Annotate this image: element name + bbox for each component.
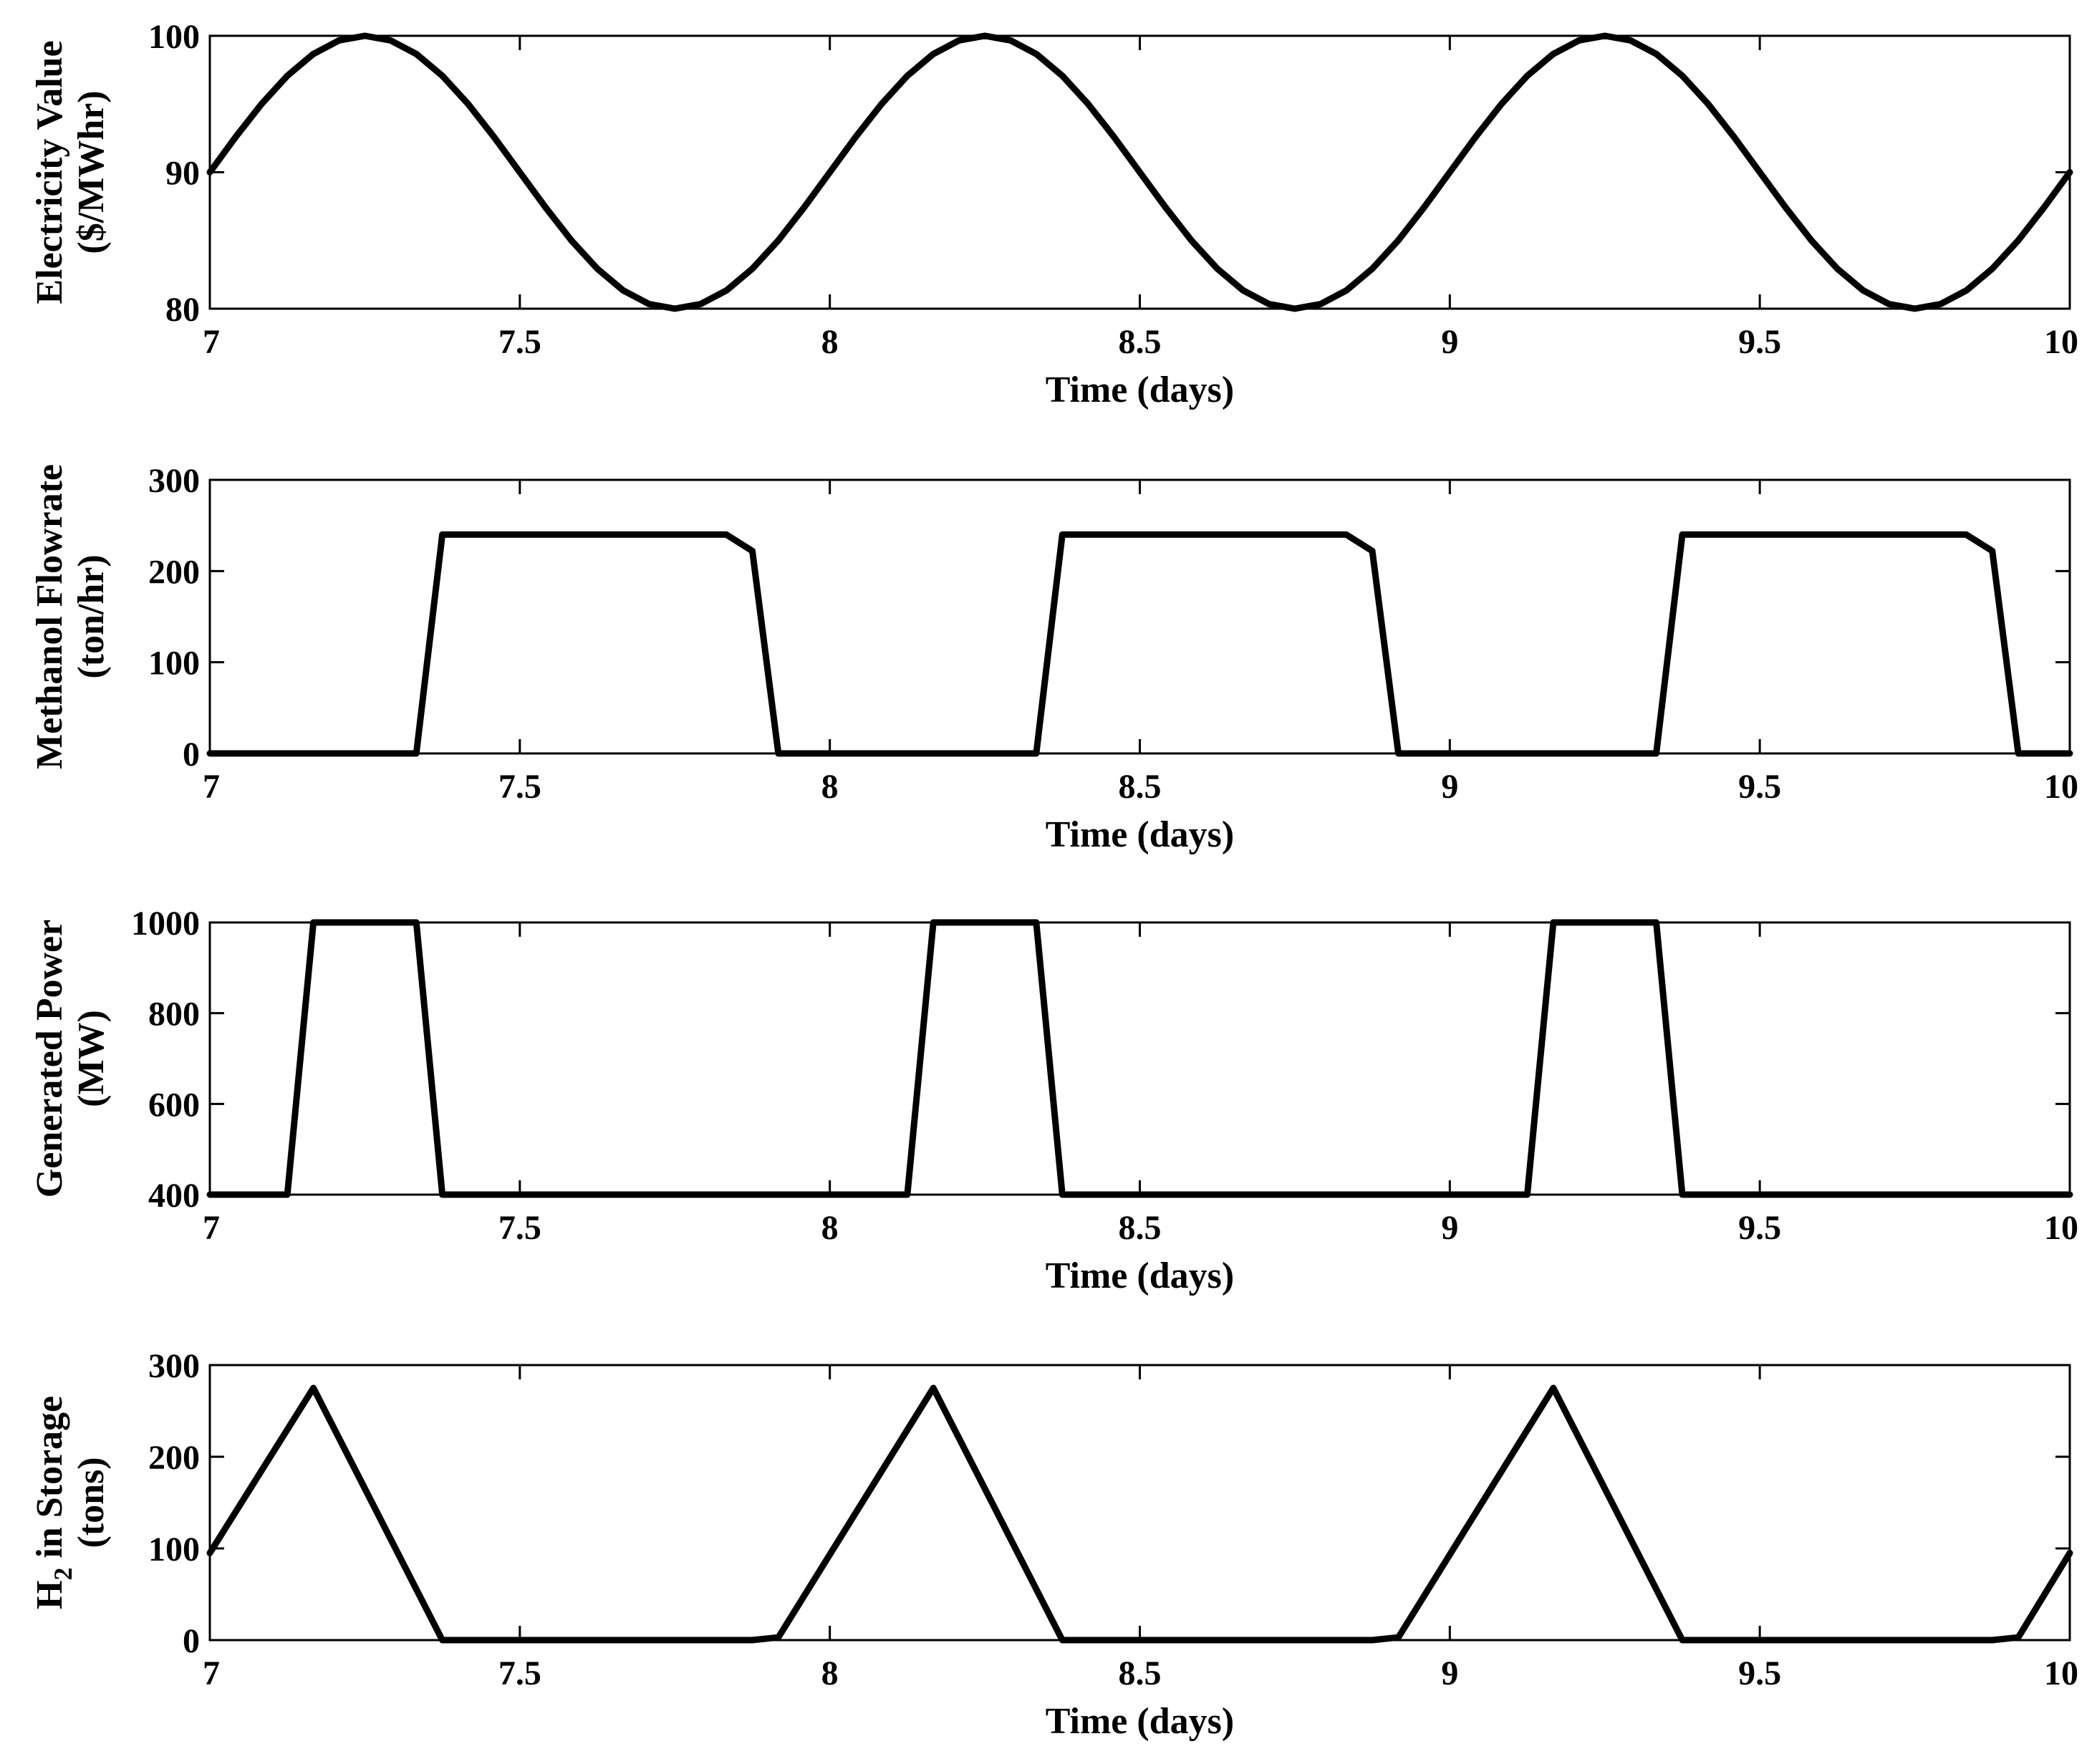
- y-tick-label: 600: [148, 1086, 200, 1124]
- y-axis-label-line-1: Electricity Value: [29, 40, 70, 304]
- x-tick-label: 9.5: [1738, 768, 1781, 806]
- series-line: [206, 919, 2073, 1198]
- axes-box: [208, 1364, 2071, 1642]
- x-tick-label: 8.5: [1119, 323, 1162, 361]
- y-axis-label-line-1: Methanol Flowrate: [29, 464, 70, 769]
- y-axis-label: Generated Power(MW): [29, 920, 112, 1197]
- x-tick-label: 9.5: [1738, 1654, 1781, 1692]
- y-tick-label: 200: [148, 553, 200, 591]
- y-axis-label-line-2: (ton/hr): [71, 554, 112, 678]
- y-tick-label: 300: [148, 462, 200, 500]
- axes-box: [208, 921, 2071, 1196]
- chart-panel-3: 7 7.5 8 8.5 9 9.5 10 400 600 800 1000 Time (days) Ge…: [29, 905, 2078, 1296]
- y-axis-label: H2 in Storage(tons): [29, 1396, 112, 1609]
- y-axis-label: Electricity Value($/MWhr): [29, 40, 112, 304]
- x-tick-label: 7.5: [498, 768, 541, 806]
- x-tick-label: 9.5: [1738, 323, 1781, 361]
- x-tick-label: 7: [203, 1654, 220, 1692]
- y-tick-label: 800: [148, 996, 200, 1033]
- series-line: [206, 32, 2073, 312]
- x-axis-label: Time (days): [1046, 1701, 1234, 1742]
- y-axis-label-line-1: Generated Power: [29, 920, 70, 1197]
- y-tick-label: 100: [148, 18, 200, 56]
- y-tick-label: 200: [148, 1439, 200, 1477]
- x-tick-label: 8: [821, 768, 839, 806]
- y-axis-label-prefix: H: [29, 1581, 70, 1609]
- y-axis-label-subscript: 2: [49, 1568, 77, 1581]
- y-tick-label: 90: [165, 155, 200, 193]
- y-tick-label: 0: [183, 736, 200, 773]
- chart-panel-1: 7 7.5 8 8.5 9 9.5 10 80 90 100 Time (days) Electric…: [29, 18, 2078, 410]
- y-axis-label-line-2: ($/MWhr): [71, 90, 112, 254]
- x-axis-label: Time (days): [1046, 814, 1234, 855]
- x-tick-label: 7: [203, 323, 220, 361]
- x-tick-label: 8: [821, 1209, 839, 1247]
- y-tick-label: 1000: [131, 905, 200, 943]
- y-tick-label: 80: [165, 291, 200, 329]
- y-tick-label: 0: [183, 1622, 200, 1660]
- x-tick-label: 8: [821, 1654, 839, 1692]
- x-tick-label: 8: [821, 323, 839, 361]
- x-tick-label: 7.5: [498, 1209, 541, 1247]
- x-tick-label: 8.5: [1119, 1209, 1162, 1247]
- x-tick-label: 7.5: [498, 1654, 541, 1692]
- y-axis-label-suffix: in Storage: [29, 1396, 70, 1568]
- y-axis-label: Methanol Flowrate(ton/hr): [29, 464, 112, 769]
- x-tick-label: 7: [203, 1209, 220, 1247]
- x-tick-label: 9: [1441, 768, 1458, 806]
- x-tick-label: 9: [1441, 323, 1458, 361]
- x-axis-label: Time (days): [1046, 370, 1234, 410]
- y-axis-label-line-2: (tons): [71, 1457, 112, 1548]
- x-tick-label: 8.5: [1119, 1654, 1162, 1692]
- x-tick-label: 10: [2044, 1654, 2078, 1692]
- y-tick-label: 100: [148, 645, 200, 683]
- x-axis-label: Time (days): [1046, 1255, 1234, 1296]
- series-line: [206, 531, 2073, 757]
- x-tick-label: 10: [2044, 323, 2078, 361]
- x-tick-label: 7: [203, 768, 220, 806]
- x-tick-label: 10: [2044, 1209, 2078, 1247]
- x-tick-label: 9: [1441, 1209, 1458, 1247]
- y-tick-label: 100: [148, 1531, 200, 1568]
- series-line: [206, 1384, 2073, 1644]
- y-tick-label: 300: [148, 1347, 200, 1385]
- y-axis-label-line-1: H2 in Storage: [29, 1396, 77, 1609]
- y-tick-label: 400: [148, 1177, 200, 1215]
- x-tick-label: 9.5: [1738, 1209, 1781, 1247]
- axes-box: [208, 478, 2071, 755]
- x-tick-label: 10: [2044, 768, 2078, 806]
- x-tick-label: 7.5: [498, 323, 541, 361]
- x-tick-label: 9: [1441, 1654, 1458, 1692]
- y-axis-label-line-2: (MW): [71, 1010, 112, 1107]
- x-tick-label: 8.5: [1119, 768, 1162, 806]
